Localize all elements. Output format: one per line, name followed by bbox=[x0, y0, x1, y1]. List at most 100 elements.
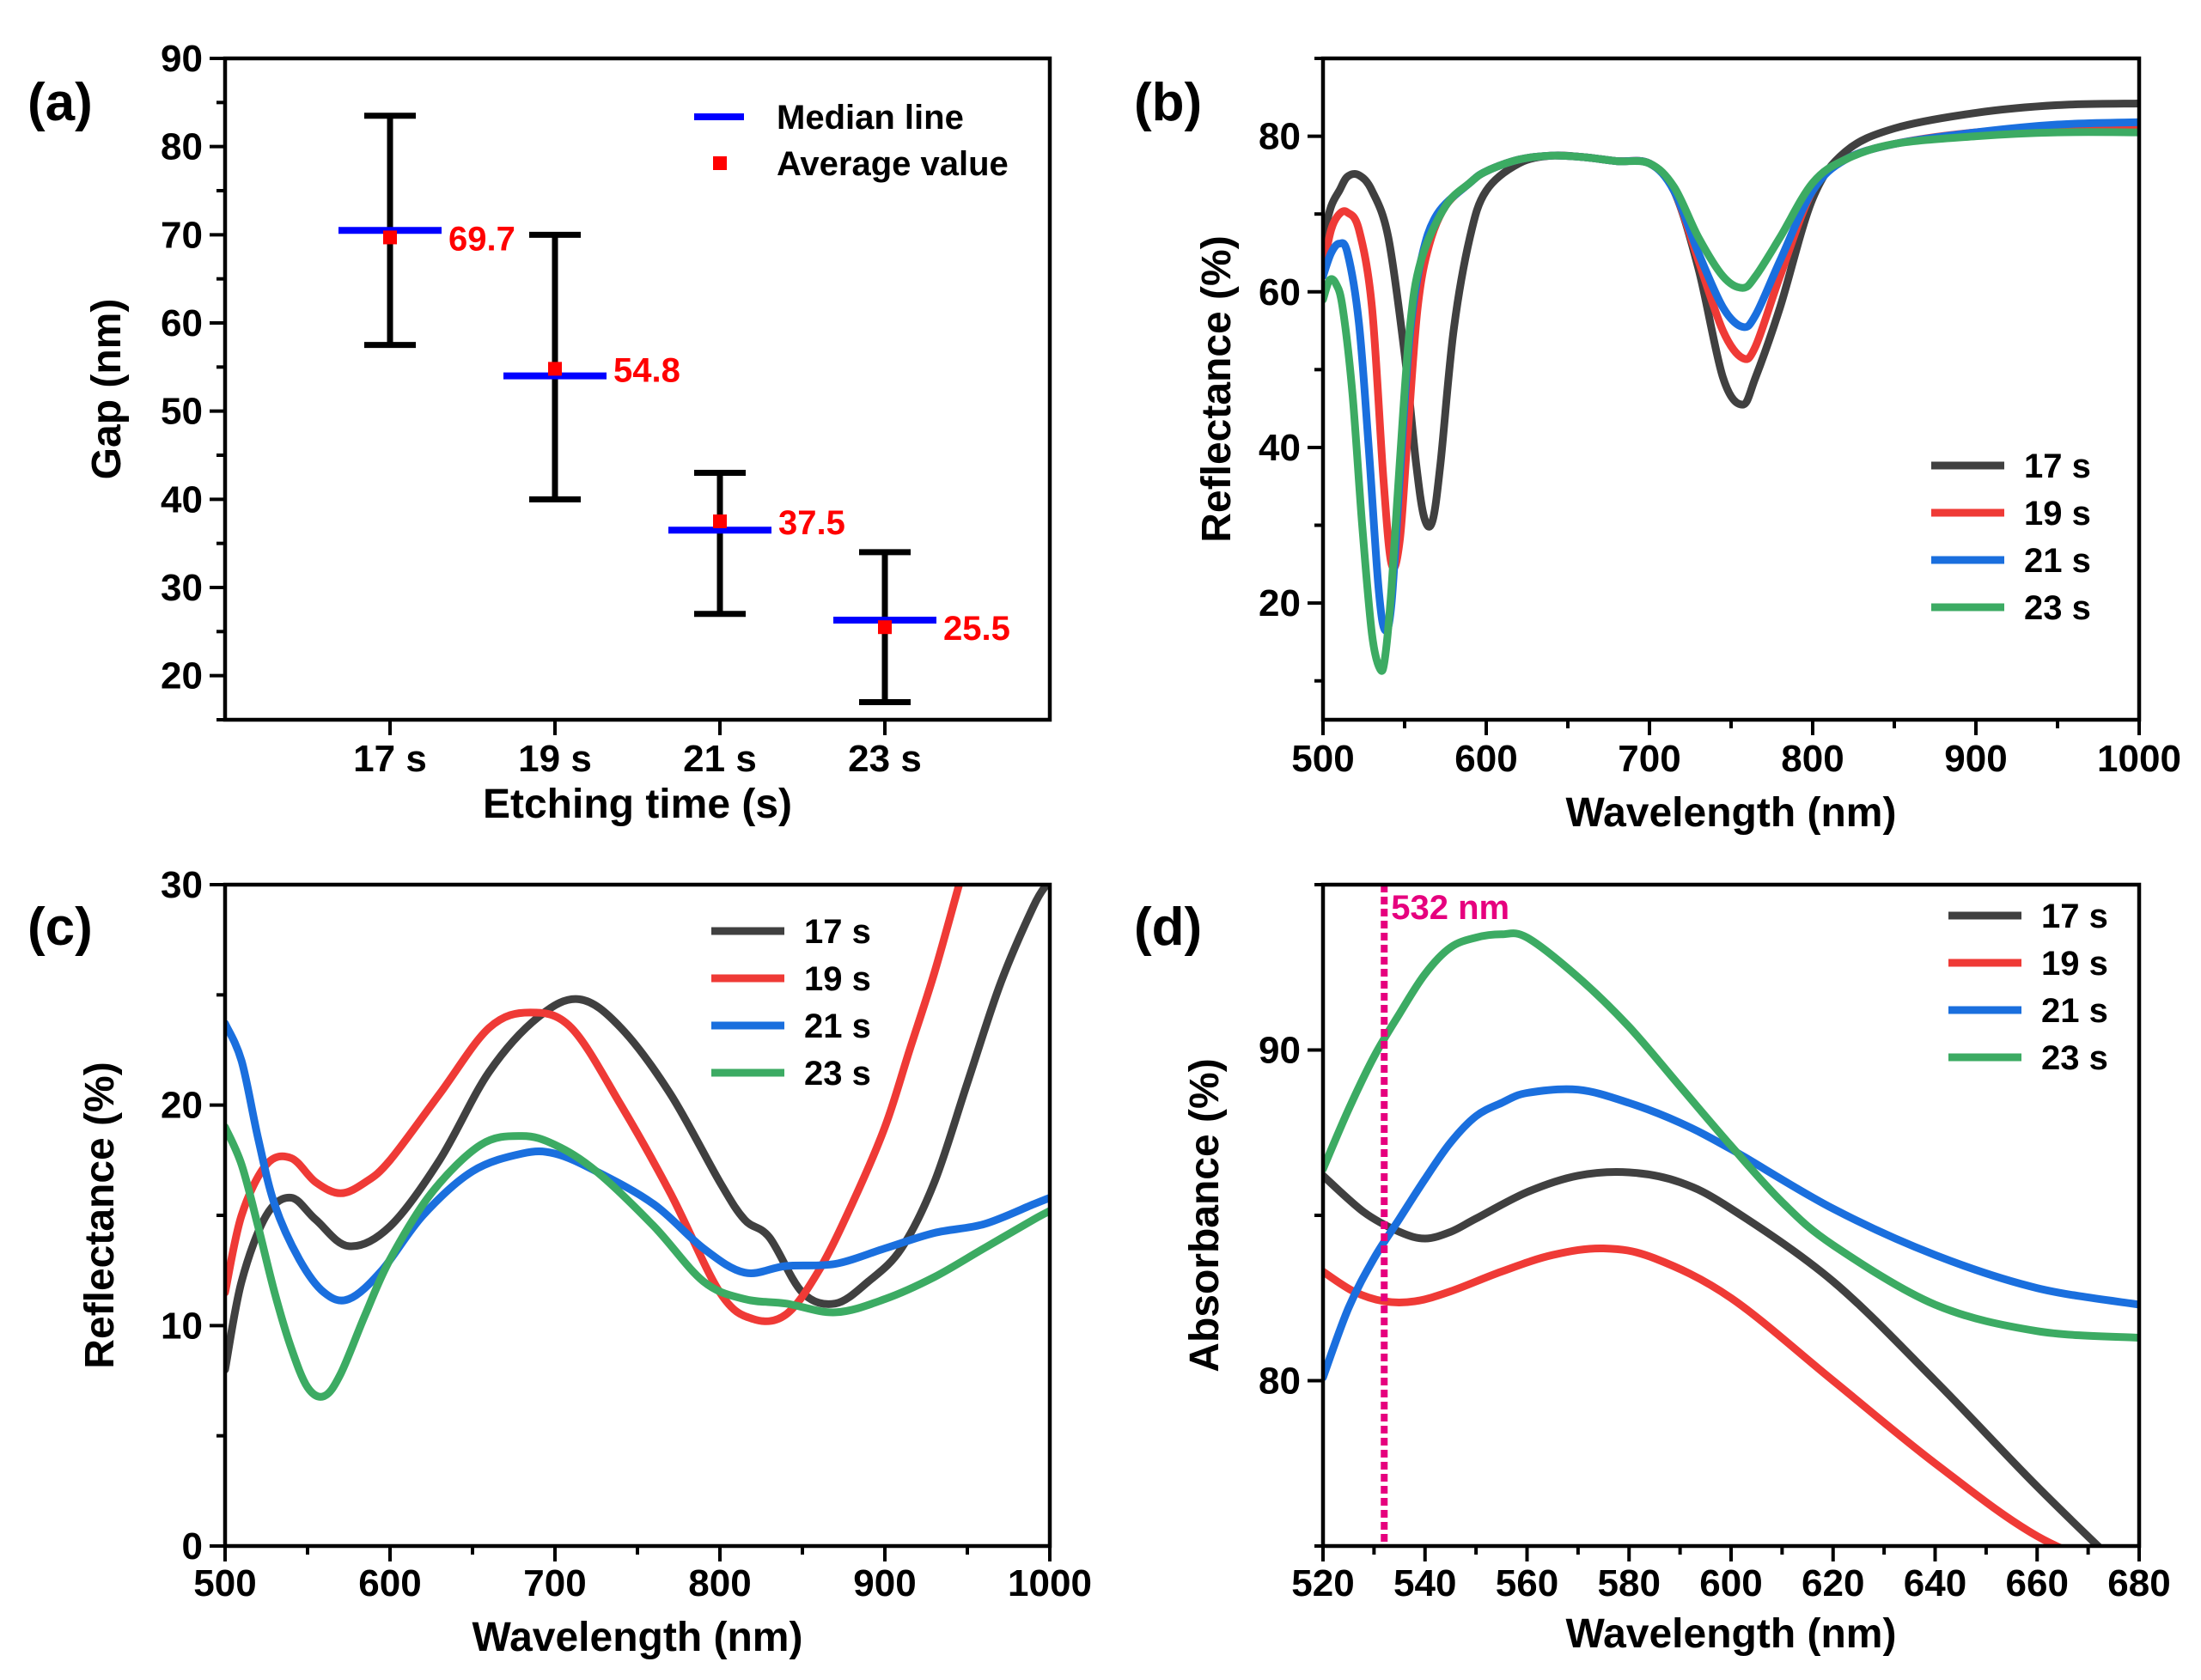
legend-label-23s: 23 s bbox=[2024, 589, 2091, 627]
x-tick-label: 19 s bbox=[518, 738, 592, 780]
x-tick-label: 1000 bbox=[1008, 1562, 1092, 1604]
x-tick-label: 660 bbox=[2006, 1562, 2069, 1604]
y-tick-label: 20 bbox=[161, 655, 203, 697]
x-tick-label: 640 bbox=[1904, 1562, 1966, 1604]
x-tick-label: 900 bbox=[853, 1562, 916, 1604]
legend-label-17s: 17 s bbox=[2024, 447, 2091, 485]
average-value-label: 25.5 bbox=[943, 610, 1010, 648]
reference-line-label: 532 nm bbox=[1391, 889, 1509, 927]
y-tick-label: 40 bbox=[161, 478, 203, 520]
y-tick-label: 30 bbox=[161, 864, 203, 906]
panel-label: (b) bbox=[1134, 73, 1202, 132]
x-tick-label: 900 bbox=[1944, 738, 2007, 780]
average-marker bbox=[878, 620, 892, 635]
y-axis-label: Reflectance (%) bbox=[77, 1062, 123, 1368]
y-tick-label: 90 bbox=[1259, 1030, 1301, 1072]
series-line-19s bbox=[225, 885, 963, 1325]
series-line-19s bbox=[1323, 123, 2139, 572]
legend-label-19s: 19 s bbox=[2024, 495, 2091, 533]
chart-panel-c: 17 s 19 s 21 s 23 s 0 10 20 30 500 600 700 800 900 10… bbox=[27, 864, 1092, 1660]
chart-panel-d: 532 nm 17 s 19 s 21 s 23 s 80 90 520 540 560 580 60… bbox=[1134, 882, 2171, 1657]
x-tick-label: 800 bbox=[1781, 738, 1844, 780]
y-tick-label: 30 bbox=[161, 567, 203, 609]
y-tick-label: 20 bbox=[1259, 582, 1301, 624]
x-tick-label: 580 bbox=[1598, 1562, 1661, 1604]
series-line-21s bbox=[1323, 1085, 2139, 1382]
y-tick-label: 20 bbox=[161, 1085, 203, 1127]
average-marker bbox=[383, 230, 397, 245]
x-tick-label: 500 bbox=[193, 1562, 256, 1604]
series-line-17s bbox=[1323, 1168, 2104, 1546]
y-tick-label: 80 bbox=[1259, 116, 1301, 158]
plot-area bbox=[1323, 100, 2139, 675]
y-tick-label: 50 bbox=[161, 391, 203, 433]
y-axis-label: Reflectance (%) bbox=[1194, 235, 1240, 542]
series-line-17s bbox=[225, 885, 1050, 1374]
x-tick-label: 540 bbox=[1393, 1562, 1456, 1604]
plot-frame bbox=[1320, 882, 2142, 1549]
legend-label-median: Median line bbox=[777, 99, 964, 137]
x-tick-label: 600 bbox=[358, 1562, 421, 1604]
y-tick-label: 80 bbox=[161, 126, 203, 168]
x-tick-label: 21 s bbox=[683, 738, 757, 780]
series-line-23s bbox=[225, 1123, 1050, 1401]
legend-label-23s: 23 s bbox=[2041, 1039, 2108, 1077]
x-tick-label: 620 bbox=[1802, 1562, 1864, 1604]
plot-area bbox=[225, 885, 1050, 1401]
x-tick-label: 700 bbox=[523, 1562, 586, 1604]
y-axis-label: Gap (nm) bbox=[84, 299, 130, 480]
y-axis-label: Absorbance (%) bbox=[1182, 1058, 1228, 1372]
x-tick-label: 500 bbox=[1291, 738, 1354, 780]
series-line-19s bbox=[1323, 1244, 2066, 1546]
chart-panel-a: 69.7 17 s 54.8 19 s 37.5 21 s 25.5 23 s Median l… bbox=[27, 38, 1052, 827]
y-tick-label: 40 bbox=[1259, 427, 1301, 469]
series-line-21s bbox=[225, 1020, 1050, 1305]
x-axis-label: Wavelength (nm) bbox=[1566, 1611, 1897, 1657]
y-tick-label: 10 bbox=[161, 1305, 203, 1347]
plot-frame bbox=[223, 882, 1052, 1549]
y-tick-label: 90 bbox=[161, 38, 203, 80]
average-value-label: 69.7 bbox=[448, 220, 515, 258]
x-axis-label: Wavelength (nm) bbox=[473, 1615, 803, 1660]
legend-label-21s: 21 s bbox=[2041, 992, 2108, 1030]
panel-label: (c) bbox=[27, 898, 93, 957]
x-axis-label: Etching time (s) bbox=[483, 782, 792, 827]
y-tick-label: 60 bbox=[161, 302, 203, 344]
legend-swatch-average bbox=[713, 156, 727, 170]
plot-area bbox=[1323, 929, 2139, 1546]
legend-label-17s: 17 s bbox=[804, 913, 871, 951]
legend-label-19s: 19 s bbox=[2041, 945, 2108, 983]
legend-label-19s: 19 s bbox=[804, 960, 871, 998]
average-marker bbox=[548, 362, 562, 376]
x-tick-label: 17 s bbox=[353, 738, 427, 780]
legend-label-23s: 23 s bbox=[804, 1055, 871, 1093]
series-line-23s bbox=[1323, 128, 2139, 675]
average-value-label: 37.5 bbox=[778, 504, 845, 542]
plot-frame bbox=[223, 56, 1052, 722]
x-tick-label: 700 bbox=[1618, 738, 1680, 780]
y-tick-label: 0 bbox=[182, 1525, 203, 1567]
x-tick-label: 600 bbox=[1699, 1562, 1762, 1604]
y-tick-label: 80 bbox=[1259, 1360, 1301, 1403]
x-tick-label: 520 bbox=[1291, 1562, 1354, 1604]
legend-label-21s: 21 s bbox=[2024, 542, 2091, 580]
legend-label-21s: 21 s bbox=[804, 1007, 871, 1045]
panel-label: (d) bbox=[1134, 898, 1202, 957]
x-tick-label: 23 s bbox=[848, 738, 922, 780]
x-tick-label: 560 bbox=[1496, 1562, 1558, 1604]
average-value-label: 54.8 bbox=[613, 351, 680, 389]
panel-label: (a) bbox=[27, 73, 93, 132]
series-line-23s bbox=[1323, 929, 2139, 1342]
x-tick-label: 600 bbox=[1454, 738, 1517, 780]
x-tick-label: 800 bbox=[688, 1562, 751, 1604]
legend-label-average: Average value bbox=[777, 145, 1009, 183]
average-marker bbox=[713, 514, 727, 528]
x-tick-label: 1000 bbox=[2097, 738, 2181, 780]
chart-panel-b: 17 s 19 s 21 s 23 s 20 40 60 80 500 600 700 800 900 1… bbox=[1134, 56, 2181, 836]
x-tick-label: 680 bbox=[2107, 1562, 2170, 1604]
x-axis-label: Wavelength (nm) bbox=[1566, 790, 1897, 836]
y-tick-label: 70 bbox=[161, 214, 203, 256]
y-tick-label: 60 bbox=[1259, 271, 1301, 313]
legend-label-17s: 17 s bbox=[2041, 898, 2108, 935]
